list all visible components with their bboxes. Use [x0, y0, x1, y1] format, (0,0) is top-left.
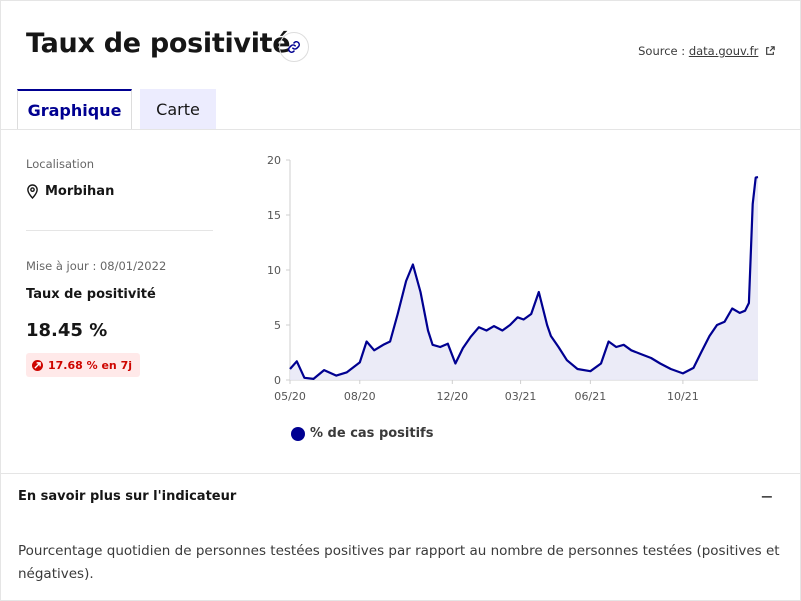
trend-up-icon [32, 359, 43, 371]
panel-divider [26, 230, 213, 231]
link-icon [288, 41, 300, 53]
legend-marker [291, 426, 305, 441]
legend-label: % de cas positifs [310, 426, 434, 441]
source-line: Source : data.gouv.fr [638, 44, 775, 58]
external-link-icon [766, 46, 775, 55]
tab-graphique[interactable]: Graphique [17, 89, 132, 129]
map-pin-icon [27, 184, 38, 199]
series-area [290, 177, 758, 380]
trend-badge-text: 17.68 % en 7j [48, 358, 133, 372]
localisation-label: Localisation [26, 157, 95, 171]
x-tick-label: 10/21 [667, 390, 699, 403]
indicator-description: Pourcentage quotidien de personnes testé… [18, 543, 780, 582]
y-tick-label: 5 [274, 319, 281, 332]
x-tick-label: 08/20 [344, 390, 376, 403]
metric-label: Taux de positivité [26, 287, 156, 302]
localisation-value: Morbihan [26, 184, 114, 199]
copy-link-button[interactable] [279, 32, 309, 62]
section-divider [0, 473, 801, 474]
x-tick-label: 05/20 [274, 390, 306, 403]
trend-badge: 17.68 % en 7j [26, 353, 141, 377]
y-tick-label: 10 [267, 264, 281, 277]
update-date: Mise à jour : 08/01/2022 [26, 259, 167, 273]
collapse-button[interactable]: − [760, 486, 774, 506]
x-tick-label: 03/21 [505, 390, 537, 403]
metric-value: 18.45 % [26, 320, 108, 341]
source-prefix: Source : [638, 44, 689, 58]
series-line [289, 176, 759, 380]
y-tick-label: 20 [267, 154, 281, 167]
accordion-title[interactable]: En savoir plus sur l'indicateur [18, 489, 237, 504]
y-tick-label: 15 [267, 209, 281, 222]
tab-carte[interactable]: Carte [140, 89, 216, 129]
y-tick-label: 0 [274, 374, 281, 387]
tab-divider [0, 129, 801, 130]
localisation-text: Morbihan [45, 184, 115, 199]
source-link[interactable]: data.gouv.fr [688, 44, 759, 58]
chart-legend: % de cas positifs [291, 426, 433, 441]
x-tick-label: 12/20 [436, 390, 468, 403]
positivity-chart: 0 5 10 15 20 05/20 08/20 12/20 03/21 06/21 10/21 [267, 154, 759, 403]
page-title: Taux de positivité [26, 28, 291, 59]
x-tick-label: 06/21 [575, 390, 607, 403]
